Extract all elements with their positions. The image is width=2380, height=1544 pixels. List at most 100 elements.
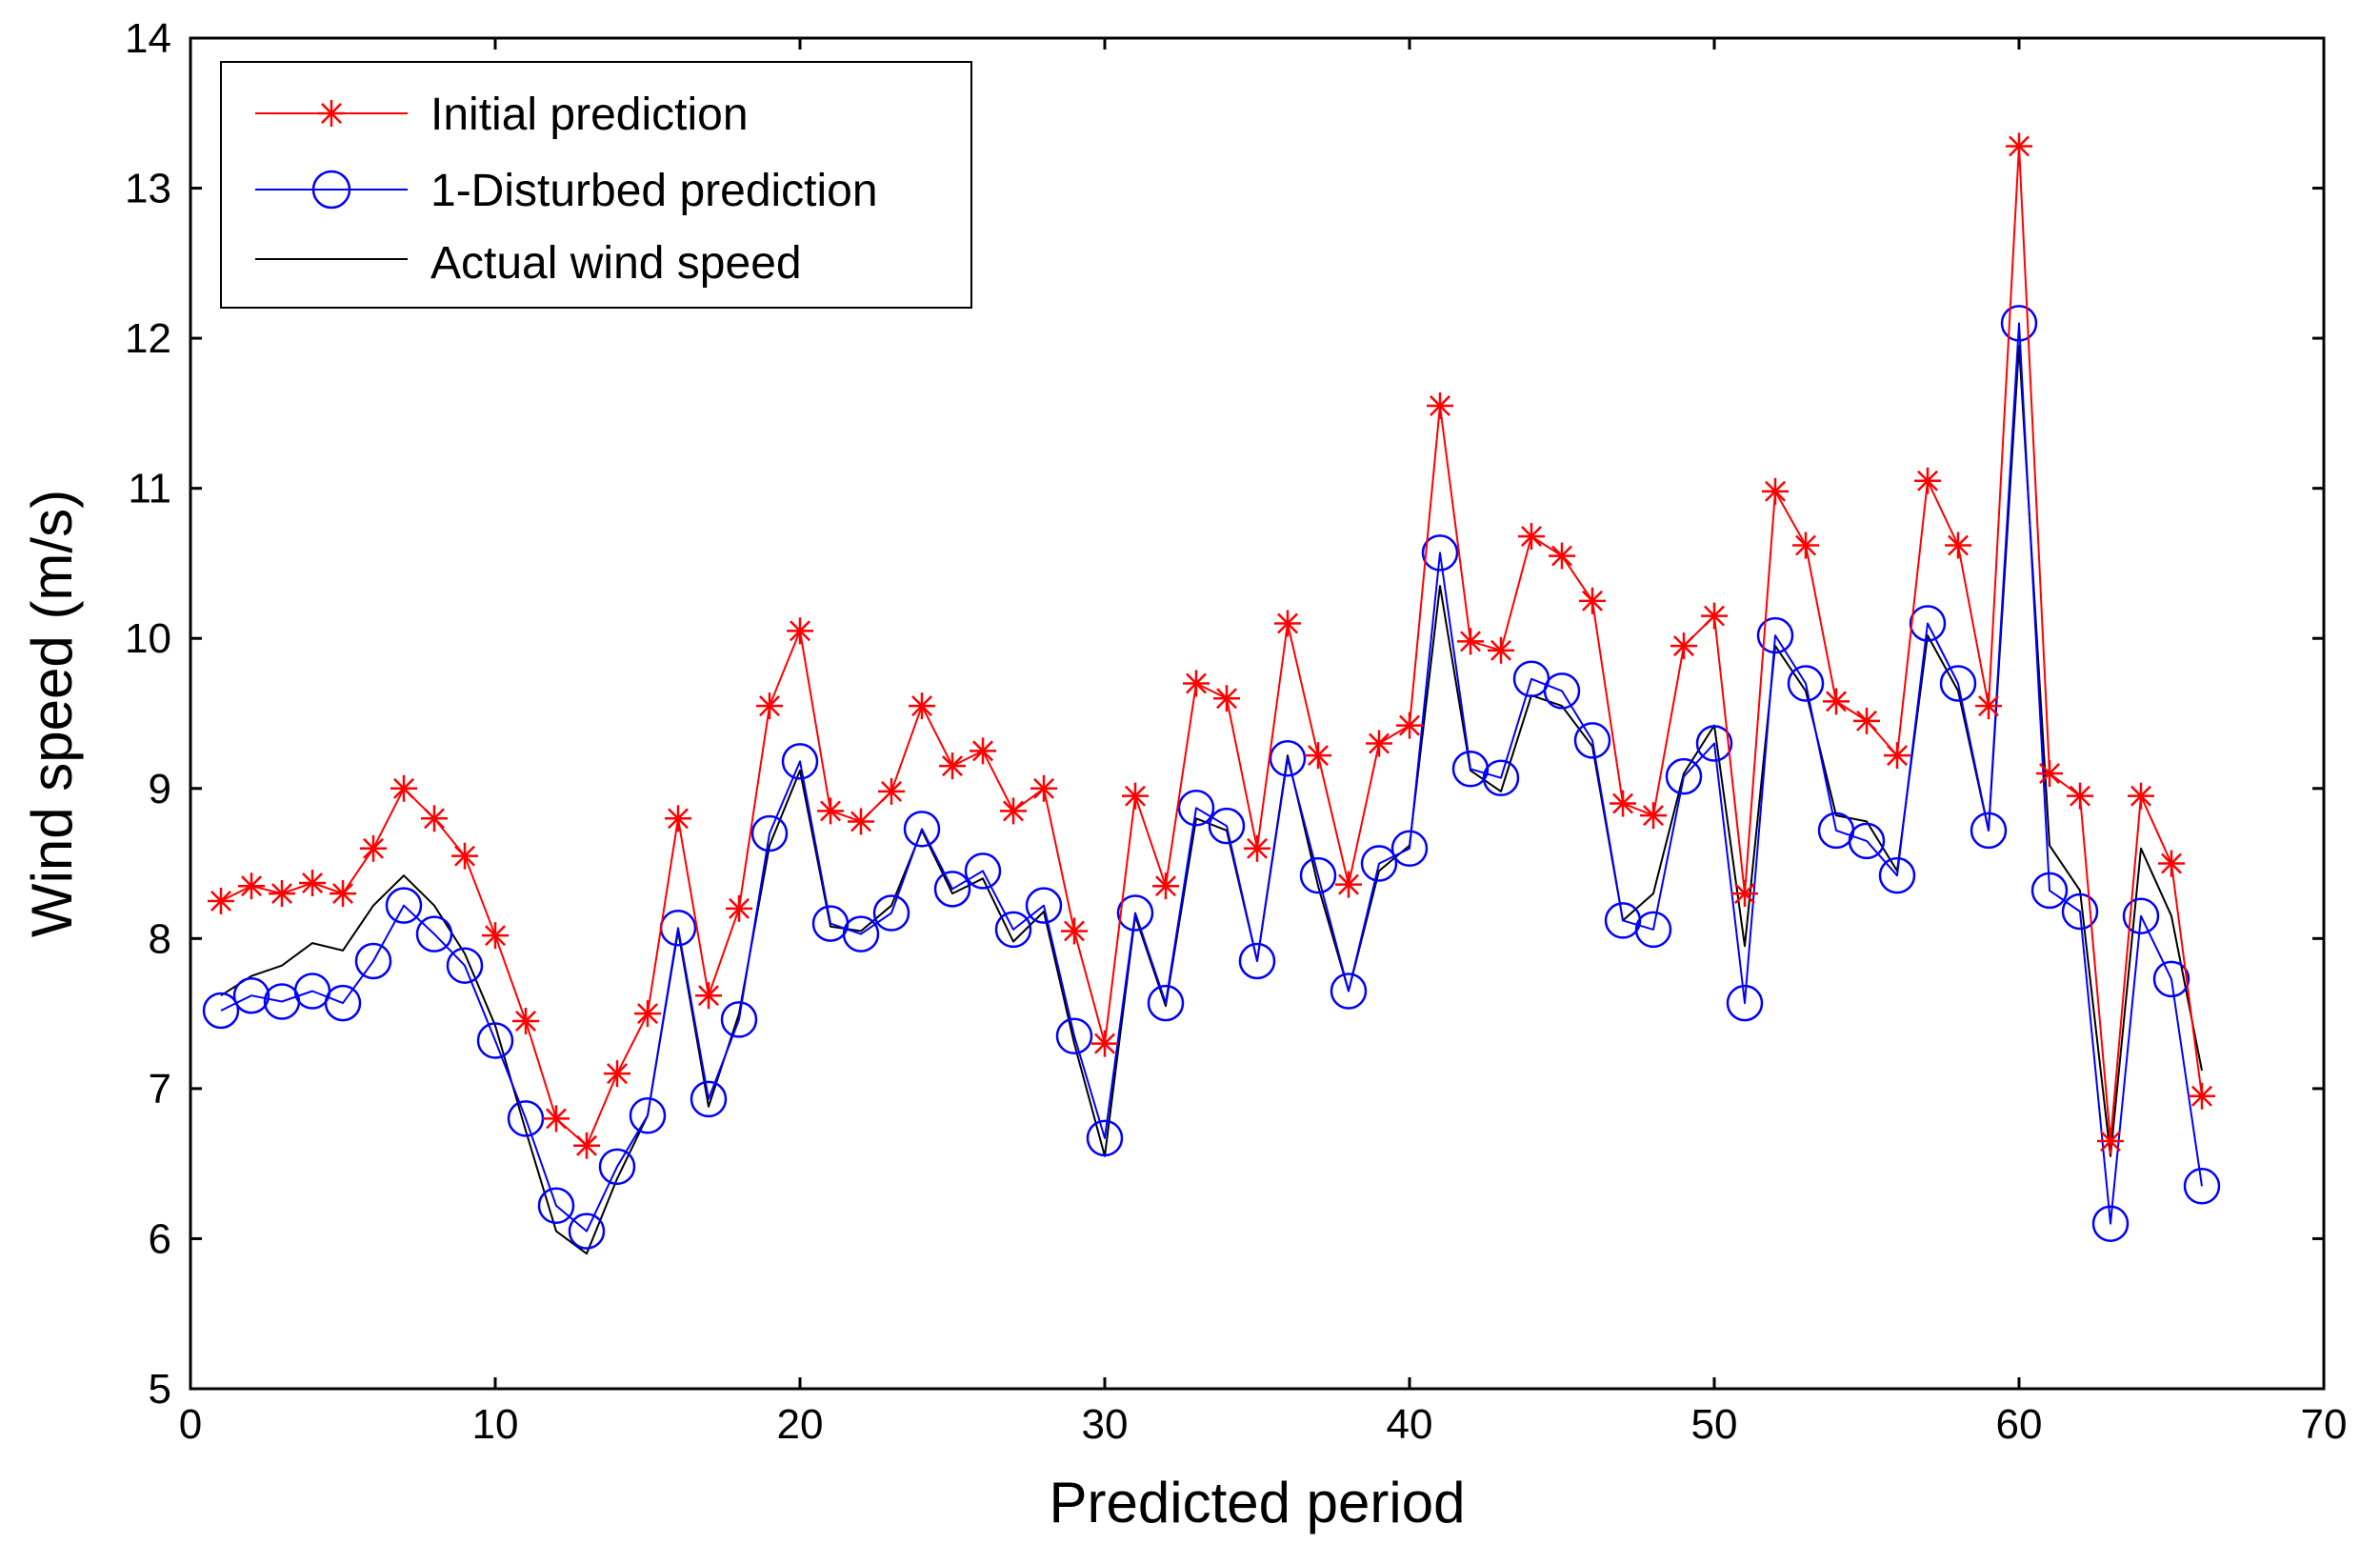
data-point-1-disturbed-prediction [750, 814, 789, 852]
data-point-1-disturbed-prediction [1269, 740, 1307, 777]
x-tick-label: 40 [1387, 1401, 1433, 1448]
data-point-initial-prediction [2067, 782, 2093, 810]
data-point-initial-prediction [1274, 610, 1301, 637]
y-tick-label: 9 [149, 766, 171, 812]
data-point-initial-prediction [2006, 132, 2032, 160]
data-point-initial-prediction [1823, 688, 1850, 715]
data-point-1-disturbed-prediction [1848, 822, 1886, 860]
legend-star-glyph [318, 100, 345, 127]
x-axis-label: Predicted period [1050, 1471, 1466, 1534]
data-point-initial-prediction [1000, 797, 1027, 825]
data-point-1-disturbed-prediction [232, 976, 270, 1014]
data-point-initial-prediction [208, 887, 234, 914]
y-tick-label: 12 [125, 315, 171, 362]
series-actual-wind-speed [220, 345, 2203, 1255]
data-point-1-disturbed-prediction [1756, 616, 1794, 654]
data-point-initial-prediction [878, 777, 905, 805]
data-point-1-disturbed-prediction [1878, 856, 1916, 894]
data-point-1-disturbed-prediction [2030, 872, 2069, 910]
data-point-1-disturbed-prediction [202, 992, 240, 1030]
x-tick-label: 20 [777, 1401, 824, 1448]
y-tick-label: 8 [149, 915, 171, 962]
data-point-initial-prediction [848, 808, 874, 835]
data-point-1-disturbed-prediction [1573, 722, 1611, 759]
data-point-1-disturbed-prediction [903, 811, 941, 848]
data-point-1-disturbed-prediction [1116, 894, 1154, 932]
data-point-initial-prediction [2097, 1128, 2124, 1155]
x-tick-label: 60 [1996, 1401, 2043, 1448]
data-point-1-disturbed-prediction [629, 1096, 667, 1134]
data-point-1-disturbed-prediction [1695, 725, 1733, 762]
data-point-1-disturbed-prediction [2061, 892, 2099, 931]
data-point-1-disturbed-prediction [1634, 911, 1672, 949]
legend-label-actual-wind-speed: Actual wind speed [430, 238, 802, 289]
data-point-1-disturbed-prediction [720, 1001, 758, 1038]
data-point-1-disturbed-prediction [1970, 812, 2008, 850]
data-point-1-disturbed-prediction [1299, 856, 1337, 894]
data-point-1-disturbed-prediction [1482, 759, 1520, 796]
data-point-1-disturbed-prediction [1543, 672, 1581, 710]
data-point-initial-prediction [1335, 871, 1362, 898]
data-point-1-disturbed-prediction [994, 911, 1032, 949]
data-point-1-disturbed-prediction [354, 942, 392, 980]
data-point-initial-prediction [1914, 467, 1941, 494]
data-point-initial-prediction [2158, 850, 2185, 877]
data-point-initial-prediction [1975, 692, 2002, 720]
data-point-initial-prediction [726, 894, 752, 922]
y-axis-label: Wind speed (m/s) [20, 490, 84, 937]
x-tick-label: 0 [179, 1401, 202, 1448]
data-point-initial-prediction [1457, 628, 1484, 655]
data-point-initial-prediction [299, 870, 326, 897]
data-point-initial-prediction [1213, 685, 1240, 712]
data-point-1-disturbed-prediction [446, 947, 484, 984]
series-1-disturbed-prediction [202, 305, 2221, 1250]
data-point-initial-prediction [1762, 477, 1789, 505]
data-point-1-disturbed-prediction [1147, 984, 1185, 1022]
data-point-initial-prediction [451, 842, 478, 870]
data-point-initial-prediction [1396, 712, 1423, 739]
y-tick-label: 10 [125, 615, 171, 662]
data-point-initial-prediction [1640, 802, 1667, 830]
legend-marker-star-icon [318, 100, 345, 127]
y-tick-label: 5 [149, 1366, 171, 1413]
data-point-1-disturbed-prediction [1665, 757, 1703, 795]
data-point-initial-prediction [238, 872, 265, 900]
series-line-actual-wind-speed [220, 345, 2203, 1255]
data-point-1-disturbed-prediction [476, 1022, 514, 1059]
data-point-initial-prediction [390, 774, 417, 802]
data-point-1-disturbed-prediction [1360, 845, 1398, 882]
data-point-1-disturbed-prediction [964, 852, 1002, 890]
data-point-initial-prediction [756, 692, 783, 720]
data-point-initial-prediction [1945, 531, 1971, 559]
data-point-initial-prediction [573, 1132, 600, 1159]
data-point-initial-prediction [1061, 917, 1088, 945]
x-tick-label: 50 [1691, 1401, 1738, 1448]
series-layer [202, 132, 2221, 1255]
data-point-1-disturbed-prediction [1939, 665, 1977, 702]
data-point-initial-prediction [512, 1007, 539, 1034]
y-tick-label: 13 [125, 166, 171, 212]
data-point-initial-prediction [1853, 707, 1880, 734]
data-point-1-disturbed-prediction [1330, 973, 1368, 1010]
data-point-initial-prediction [330, 880, 356, 908]
data-point-initial-prediction [1579, 587, 1606, 614]
data-point-1-disturbed-prediction [324, 984, 362, 1022]
data-point-initial-prediction [1427, 392, 1453, 420]
data-point-initial-prediction [1701, 602, 1728, 630]
data-point-1-disturbed-prediction [2183, 1168, 2221, 1205]
legend-label-initial-prediction: Initial prediction [430, 90, 749, 140]
data-point-initial-prediction [1731, 880, 1758, 908]
legend-label-disturbed-prediction: 1-Disturbed prediction [430, 166, 878, 216]
x-tick-label: 30 [1082, 1401, 1129, 1448]
data-point-initial-prediction [787, 617, 813, 645]
data-point-initial-prediction [604, 1060, 630, 1088]
data-point-initial-prediction [1518, 523, 1545, 551]
data-point-initial-prediction [1305, 742, 1331, 770]
y-tick-label: 11 [128, 466, 171, 512]
data-point-1-disturbed-prediction [1238, 942, 1276, 980]
data-point-1-disturbed-prediction [598, 1148, 636, 1186]
data-point-1-disturbed-prediction [1025, 887, 1063, 924]
data-point-initial-prediction [817, 797, 844, 825]
data-point-initial-prediction [1488, 636, 1514, 664]
